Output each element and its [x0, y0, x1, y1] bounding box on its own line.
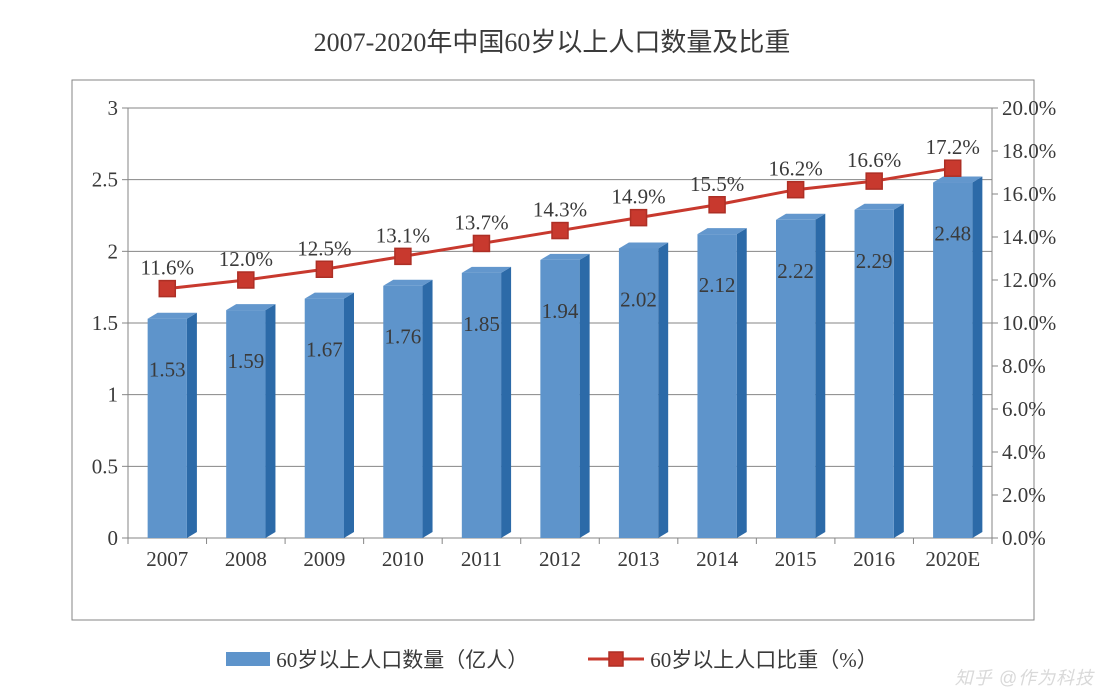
bar-value-label: 2.48	[934, 222, 971, 246]
x-tick-label: 2008	[225, 547, 267, 571]
line-marker	[631, 210, 647, 226]
legend-item-bars: 60岁以上人口数量（亿人）	[226, 644, 528, 674]
y-right-tick-label: 6.0%	[1002, 397, 1046, 421]
bar-value-label: 2.22	[777, 259, 814, 283]
legend-line-label: 60岁以上人口比重（%）	[650, 644, 878, 674]
line-marker	[788, 182, 804, 198]
x-tick-label: 2020E	[925, 547, 980, 571]
bar-value-label: 1.53	[149, 358, 186, 382]
line-marker	[945, 160, 961, 176]
line-value-label: 13.1%	[376, 223, 430, 247]
y-left-tick-label: 2.5	[92, 168, 118, 192]
bar-value-label: 1.59	[227, 349, 264, 373]
y-right-tick-label: 20.0%	[1002, 96, 1056, 120]
x-tick-label: 2013	[618, 547, 660, 571]
y-left-tick-label: 3	[108, 96, 119, 120]
bar-side	[972, 177, 982, 538]
x-tick-label: 2012	[539, 547, 581, 571]
bar-value-label: 1.94	[542, 299, 579, 323]
x-tick-label: 2009	[303, 547, 345, 571]
bar-side	[737, 228, 747, 538]
bar-front	[383, 286, 422, 538]
legend-line-swatch	[588, 650, 644, 668]
legend-item-line: 60岁以上人口比重（%）	[588, 644, 878, 674]
bar-side	[423, 280, 433, 538]
x-tick-label: 2011	[461, 547, 502, 571]
legend-bar-label: 60岁以上人口数量（亿人）	[276, 644, 528, 674]
chart-title: 2007-2020年中国60岁以上人口数量及比重	[0, 22, 1104, 59]
y-right-tick-label: 12.0%	[1002, 268, 1056, 292]
combo-chart: 0 0.5 1 1.5 2 2.5 3 0.0% 2.0% 4.0% 6.0% 8.0% 10.0% 12…	[0, 0, 1104, 640]
line-value-label: 13.7%	[454, 210, 508, 234]
y-right-tick-label: 18.0%	[1002, 139, 1056, 163]
line-marker	[473, 235, 489, 251]
legend-bar-swatch	[226, 652, 270, 666]
line-marker	[316, 261, 332, 277]
bar-value-label: 1.85	[463, 312, 500, 336]
bar-side	[187, 313, 197, 538]
legend: 60岁以上人口数量（亿人） 60岁以上人口比重（%）	[0, 644, 1104, 674]
x-tick-label: 2014	[696, 547, 739, 571]
line-value-label: 16.2%	[769, 157, 823, 181]
bar-value-label: 1.76	[385, 325, 422, 349]
bar-front	[148, 319, 187, 538]
watermark: 知乎 @作为科技	[955, 664, 1094, 690]
line-value-label: 16.6%	[847, 148, 901, 172]
bar-value-label: 1.67	[306, 338, 343, 362]
line-value-label: 14.3%	[533, 198, 587, 222]
y-left-tick-label: 0.5	[92, 454, 118, 478]
y-right-tick-label: 14.0%	[1002, 225, 1056, 249]
line-marker	[552, 223, 568, 239]
y-right-tick-label: 2.0%	[1002, 483, 1046, 507]
y-right-tick-label: 16.0%	[1002, 182, 1056, 206]
x-tick-label: 2010	[382, 547, 424, 571]
line-value-label: 12.0%	[219, 247, 273, 271]
y-right-tick-label: 0.0%	[1002, 526, 1046, 550]
line-marker	[238, 272, 254, 288]
line-value-label: 17.2%	[926, 135, 980, 159]
line-value-label: 11.6%	[141, 256, 194, 280]
bar-side	[580, 254, 590, 538]
line-marker	[866, 173, 882, 189]
line-marker	[159, 281, 175, 297]
y-right-tick-label: 8.0%	[1002, 354, 1046, 378]
y-right-tick-label: 10.0%	[1002, 311, 1056, 335]
y-left-tick-label: 0	[108, 526, 119, 550]
bar-side	[658, 242, 668, 538]
line-marker	[709, 197, 725, 213]
x-tick-label: 2016	[853, 547, 895, 571]
line-value-label: 12.5%	[297, 236, 351, 260]
line-marker	[395, 248, 411, 264]
bar-side	[815, 214, 825, 538]
bar-side	[894, 204, 904, 538]
line-value-label: 15.5%	[690, 172, 744, 196]
x-tick-label: 2015	[775, 547, 817, 571]
bar-value-label: 2.02	[620, 287, 657, 311]
y-left-tick-label: 2	[108, 239, 119, 263]
y-left-tick-label: 1	[108, 383, 119, 407]
bar-front	[226, 310, 265, 538]
bar-side	[265, 304, 275, 538]
x-tick-label: 2007	[146, 547, 188, 571]
y-left-tick-label: 1.5	[92, 311, 118, 335]
bar-side	[501, 267, 511, 538]
y-right-tick-label: 4.0%	[1002, 440, 1046, 464]
bar-value-label: 2.29	[856, 249, 893, 273]
bar-front	[305, 299, 344, 538]
line-value-label: 14.9%	[611, 185, 665, 209]
bar-side	[344, 293, 354, 538]
bar-value-label: 2.12	[699, 273, 736, 297]
